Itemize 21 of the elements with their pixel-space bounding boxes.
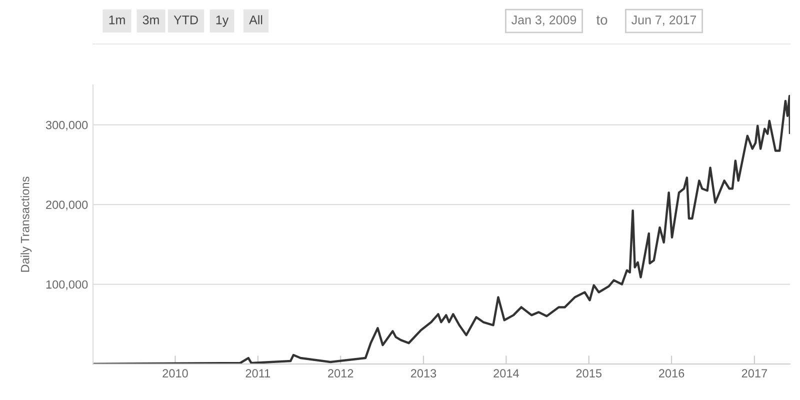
y-tick-label: 100,000	[46, 280, 88, 290]
text: All	[249, 15, 262, 24]
text: YTD	[174, 16, 198, 24]
x-tick-label: 2010	[162, 369, 188, 378]
text: Jan 3, 2009	[512, 16, 576, 26]
y-axis-title: Daily Transactions	[20, 176, 32, 272]
x-tick-label: 2013	[410, 369, 436, 378]
x-tick-label: 2012	[328, 369, 354, 378]
text: to	[596, 16, 608, 25]
x-tick-label: 2015	[576, 369, 602, 378]
x-tick-label: 2011	[246, 369, 270, 378]
line-series	[93, 94, 790, 364]
text: Jun 7, 2017	[632, 16, 696, 26]
y-tick-label: 300,000	[46, 120, 88, 131]
x-tick-label: 2016	[658, 369, 684, 378]
text: 1y	[216, 16, 229, 27]
text: 3m	[142, 16, 159, 24]
y-tick-label: 200,000	[46, 200, 88, 210]
x-tick-label: 2017	[742, 369, 767, 378]
x-tick-label: 2014	[494, 369, 519, 378]
text: 1m	[109, 16, 125, 24]
